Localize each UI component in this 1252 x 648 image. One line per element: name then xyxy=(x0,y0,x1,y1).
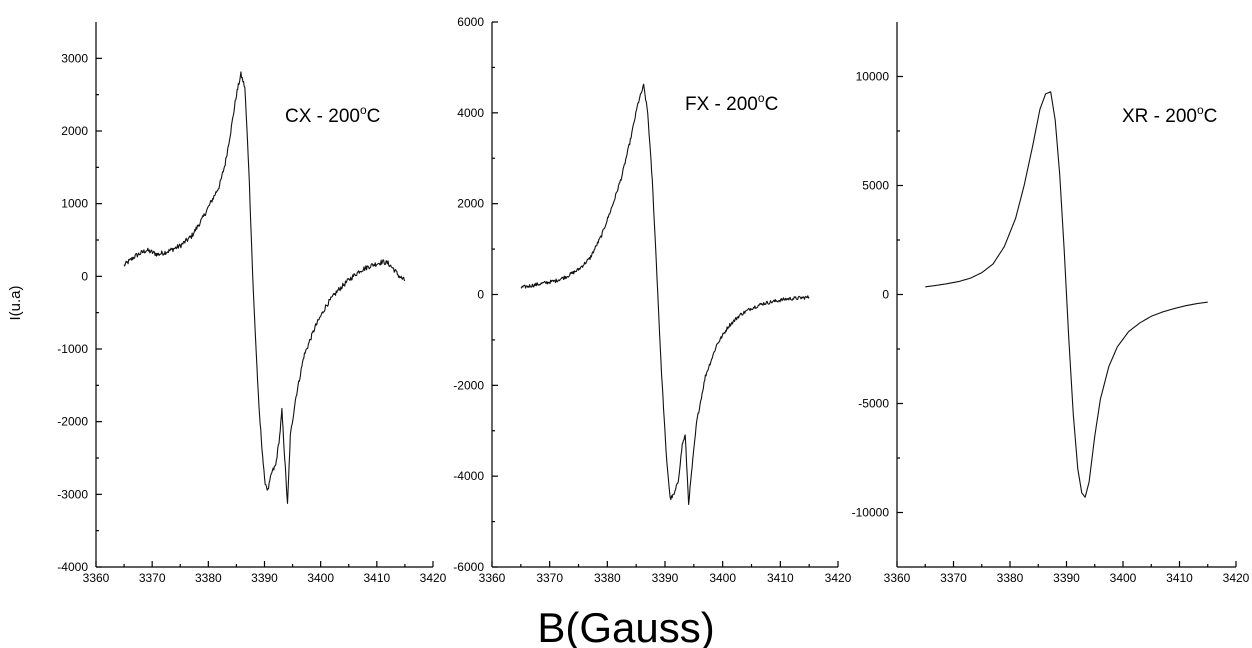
x-tick-label: 3380 xyxy=(195,571,222,585)
panel-label: XR - 200oC xyxy=(1122,103,1217,127)
x-tick-label: 3370 xyxy=(139,571,166,585)
x-tick-label: 3410 xyxy=(363,571,390,585)
x-tick-label: 3360 xyxy=(884,571,911,585)
x-tick-label: 3420 xyxy=(825,571,852,585)
x-tick-label: 3400 xyxy=(709,571,736,585)
x-tick-label: 3390 xyxy=(1053,571,1080,585)
spectrum-line xyxy=(925,91,1208,498)
y-tick-label: -5000 xyxy=(858,397,889,411)
x-tick-label: 3360 xyxy=(479,571,506,585)
x-tick-label: 3380 xyxy=(594,571,621,585)
spectrum-line xyxy=(123,71,406,504)
y-tick-label: 6000 xyxy=(457,15,484,29)
panel-xr: 3360 3370 3380 3390 3400 3410 3420 -10000 -5000 0… xyxy=(852,22,1250,585)
y-tick-label: -10000 xyxy=(852,506,890,520)
panel-cx: 3360 3370 3380 3390 3400 3410 3420 -4000 -3000 -2… xyxy=(57,22,447,585)
x-tick-label: 3400 xyxy=(307,571,334,585)
x-tick-label: 3390 xyxy=(652,571,679,585)
y-tick-label: 4000 xyxy=(457,106,484,120)
y-tick-label: -6000 xyxy=(453,560,484,574)
x-tick-label: 3360 xyxy=(83,571,110,585)
panel-label: FX - 200oC xyxy=(685,91,778,115)
y-tick-label: -4000 xyxy=(453,469,484,483)
y-tick-label: 0 xyxy=(477,288,484,302)
x-tick-label: 3370 xyxy=(940,571,967,585)
panel-label: CX - 200oC xyxy=(285,103,380,127)
x-tick-label: 3400 xyxy=(1110,571,1137,585)
x-tick-label: 3410 xyxy=(1166,571,1193,585)
y-tick-label: 1000 xyxy=(61,197,88,211)
y-tick-label: -3000 xyxy=(57,487,88,501)
x-axis-title: B(Gauss) xyxy=(537,604,714,648)
y-tick-label: 2000 xyxy=(457,197,484,211)
x-tick-label: 3390 xyxy=(251,571,278,585)
y-tick-label: -4000 xyxy=(57,560,88,574)
panel-fx: 3360 3370 3380 3390 3400 3410 3420 -6000 -4000 -2… xyxy=(453,15,851,585)
y-tick-label: 2000 xyxy=(61,124,88,138)
y-tick-label: 0 xyxy=(882,288,889,302)
y-tick-label: 5000 xyxy=(862,179,889,193)
x-tick-label: 3420 xyxy=(420,571,447,585)
y-tick-label: -2000 xyxy=(57,415,88,429)
y-tick-label: -1000 xyxy=(57,342,88,356)
y-axis-title: I(u.a) xyxy=(7,285,24,320)
spectrum-line xyxy=(520,83,810,505)
x-tick-label: 3410 xyxy=(767,571,794,585)
x-tick-label: 3370 xyxy=(536,571,563,585)
y-tick-label: -2000 xyxy=(453,378,484,392)
x-tick-label: 3380 xyxy=(997,571,1024,585)
x-tick-label: 3420 xyxy=(1223,571,1250,585)
y-tick-label: 3000 xyxy=(61,51,88,65)
y-tick-label: 0 xyxy=(81,269,88,283)
y-tick-label: 10000 xyxy=(856,70,890,84)
